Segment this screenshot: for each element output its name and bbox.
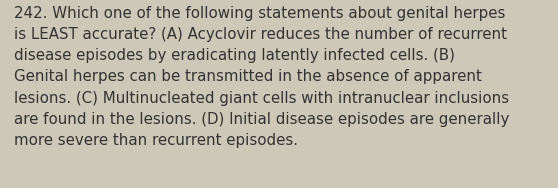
Text: 242. Which one of the following statements about genital herpes
is LEAST accurat: 242. Which one of the following statemen…	[14, 6, 509, 148]
